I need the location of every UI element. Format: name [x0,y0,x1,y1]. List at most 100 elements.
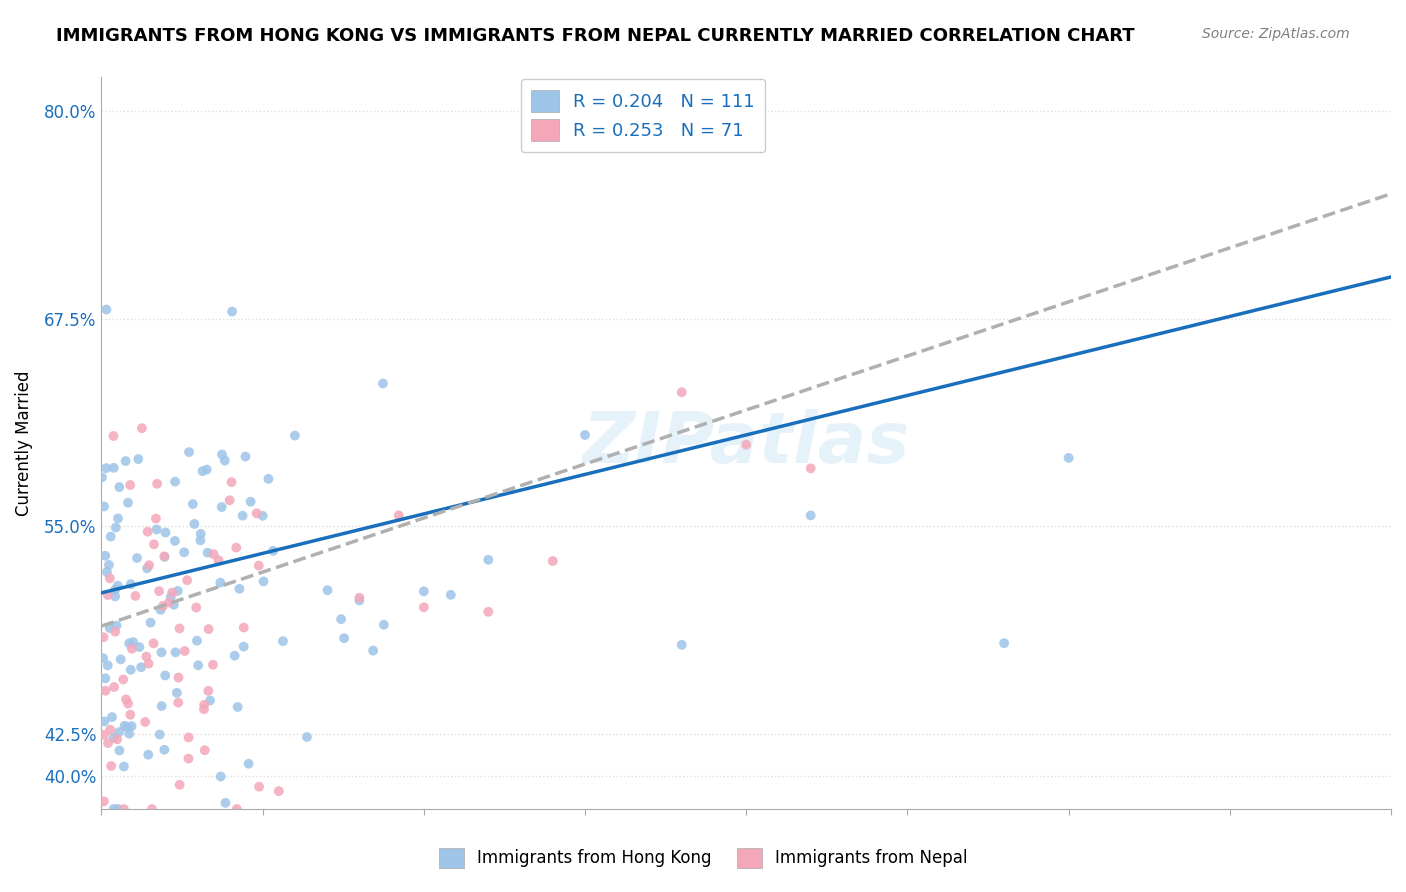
Point [112,802,135,816]
Point [176,573,198,587]
Point [93,794,115,808]
Point [239,494,262,508]
Point [104,520,127,534]
Point [247,558,270,573]
Point [166,686,188,700]
Point [183,516,205,531]
Point [136,524,159,539]
Point [993,636,1015,650]
Point [181,497,204,511]
Point [98,723,121,737]
Point [195,462,218,476]
Point [166,584,188,599]
Point [100,530,122,544]
Point [440,588,463,602]
Point [114,719,136,733]
Point [163,598,186,612]
Point [112,759,135,773]
Point [574,428,596,442]
Point [148,584,170,599]
Point [124,589,146,603]
Point [330,612,353,626]
Point [800,508,823,523]
Point [97,558,120,572]
Point [118,727,141,741]
Point [94,549,117,563]
Point [169,622,191,636]
Text: Source: ZipAtlas.com: Source: ZipAtlas.com [1202,27,1350,41]
Point [209,770,232,784]
Point [165,645,187,659]
Point [105,618,128,632]
Point [139,615,162,630]
Point [349,593,371,607]
Legend: R = 0.204   N = 111, R = 0.253   N = 71: R = 0.204 N = 111, R = 0.253 N = 71 [520,79,765,153]
Point [93,714,115,729]
Point [145,511,167,525]
Point [194,743,217,757]
Point [103,460,125,475]
Point [103,731,125,745]
Point [252,574,274,589]
Point [477,553,499,567]
Point [98,621,121,635]
Point [202,547,225,561]
Point [541,554,564,568]
Point [117,697,139,711]
Point [388,508,411,523]
Point [118,636,141,650]
Point [128,640,150,654]
Point [112,673,135,687]
Point [169,778,191,792]
Point [197,546,219,560]
Point [103,429,125,443]
Point [295,730,318,744]
Point [226,700,249,714]
Point [134,714,156,729]
Point [361,643,384,657]
Point [93,500,115,514]
Point [121,719,143,733]
Point [218,493,240,508]
Point [104,624,127,639]
Text: IMMIGRANTS FROM HONG KONG VS IMMIGRANTS FROM NEPAL CURRENTLY MARRIED CORRELATION: IMMIGRANTS FROM HONG KONG VS IMMIGRANTS … [56,27,1135,45]
Point [93,728,115,742]
Point [173,644,195,658]
Point [247,780,270,794]
Point [96,461,118,475]
Point [257,472,280,486]
Point [198,693,221,707]
Point [177,445,200,459]
Point [149,727,172,741]
Point [136,747,159,762]
Point [224,648,246,663]
Point [155,525,177,540]
Point [177,731,200,745]
Point [201,657,224,672]
Point [214,453,236,467]
Point [316,583,339,598]
Point [477,605,499,619]
Point [107,802,129,816]
Point [267,784,290,798]
Point [98,571,121,585]
Point [94,671,117,685]
Point [186,633,208,648]
Point [177,751,200,765]
Legend: Immigrants from Hong Kong, Immigrants from Nepal: Immigrants from Hong Kong, Immigrants fr… [432,841,974,875]
Point [371,376,394,391]
Point [138,657,160,671]
Point [232,620,254,634]
Y-axis label: Currently Married: Currently Married [15,370,32,516]
Point [333,631,356,645]
Point [246,506,269,520]
Point [153,743,176,757]
Point [197,622,219,636]
Point [211,500,233,514]
Point [193,698,215,712]
Point [225,541,247,555]
Point [271,634,294,648]
Point [150,645,173,659]
Point [190,533,212,548]
Point [115,692,138,706]
